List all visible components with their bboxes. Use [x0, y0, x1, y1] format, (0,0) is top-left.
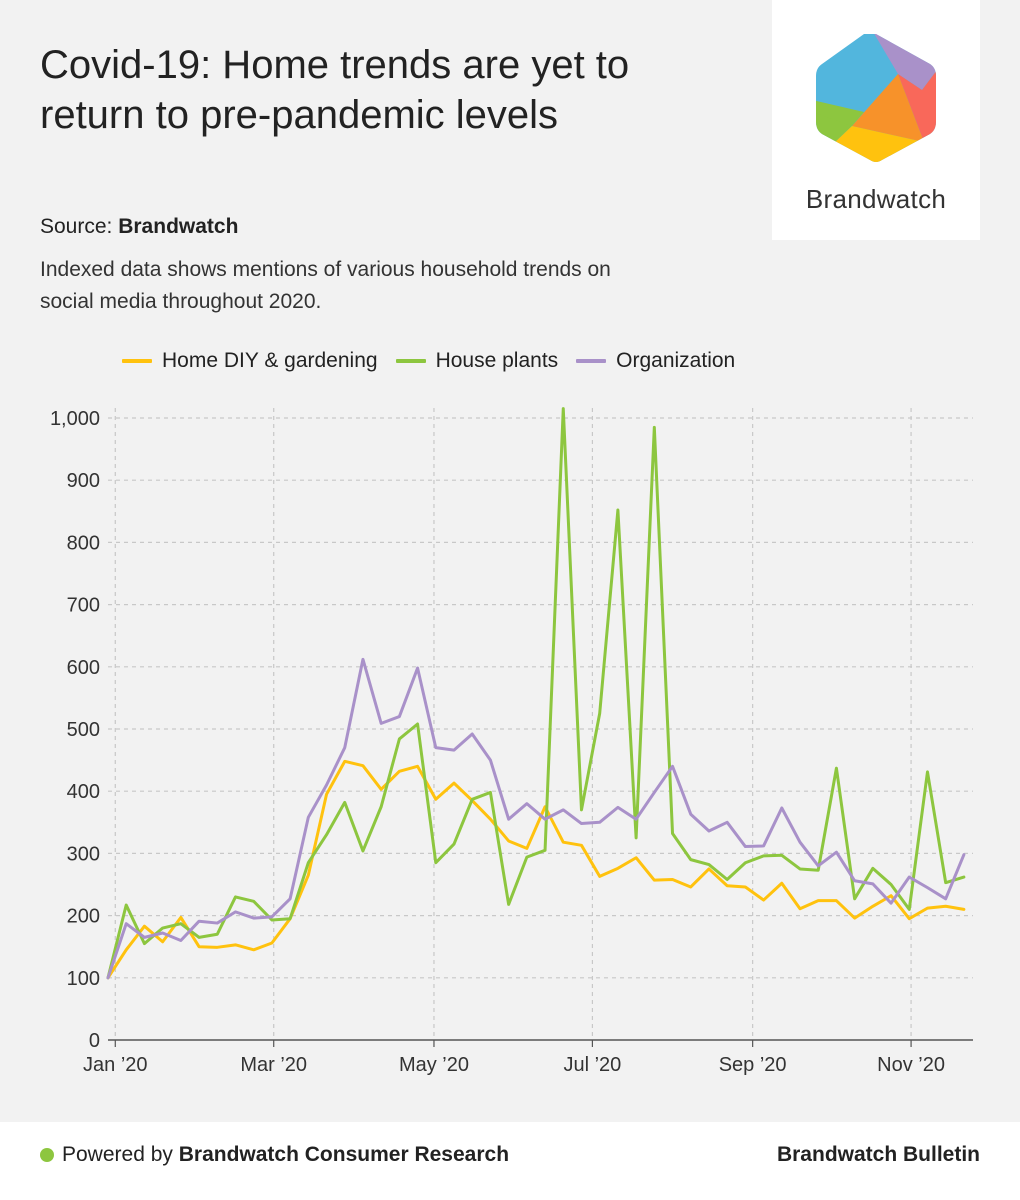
page-title: Covid-19: Home trends are yet to return …	[40, 43, 630, 137]
x-tick-label: Nov ’20	[877, 1054, 945, 1076]
x-tick-label: Mar ’20	[240, 1054, 307, 1076]
series-line-house-plants	[106, 407, 966, 980]
footer-powered-by: Powered by Brandwatch Consumer Research	[40, 1143, 509, 1167]
y-tick-label: 900	[67, 470, 100, 492]
legend-swatch	[122, 359, 152, 363]
y-tick-label: 1,000	[50, 408, 100, 430]
y-tick-label: 200	[67, 906, 100, 928]
dot-icon	[40, 1148, 54, 1162]
hexagon-logo-icon	[816, 34, 936, 162]
legend-swatch	[576, 359, 607, 363]
x-tick-label: Sep ’20	[719, 1054, 787, 1076]
legend-item-organization: Organization	[576, 349, 735, 373]
x-tick-label: Jul ’20	[563, 1054, 621, 1076]
legend-item-house-plants: House plants	[395, 349, 559, 373]
legend-label: House plants	[435, 349, 559, 372]
y-tick-label: 400	[67, 781, 100, 803]
series-line-organization	[106, 657, 966, 980]
y-tick-label: 300	[67, 843, 100, 865]
legend-swatch	[395, 359, 426, 363]
legend-label: Organization	[616, 349, 736, 372]
chart-legend: Home DIY & gardening House plants Organi…	[122, 346, 735, 376]
y-tick-label: 0	[89, 1030, 100, 1052]
y-tick-label: 100	[67, 968, 100, 990]
source-label: Source:	[40, 215, 113, 238]
x-tick-label: Jan ’20	[83, 1054, 148, 1076]
legend-label: Home DIY & gardening	[162, 349, 378, 372]
legend-item-home-diy: Home DIY & gardening	[122, 349, 378, 373]
line-chart: 0 100 200 300 400 500 600 700 800 900 1,000 Jan ’20…	[50, 407, 973, 1076]
series-line-home-diy-gardening	[106, 759, 966, 980]
y-tick-label: 700	[67, 595, 100, 617]
footer-powered-prefix: Powered by	[62, 1143, 173, 1166]
footer: Powered by Brandwatch Consumer Research …	[0, 1122, 1020, 1200]
brandwatch-logo: Brandwatch	[772, 0, 980, 240]
footer-powered-name: Brandwatch Consumer Research	[178, 1143, 510, 1166]
chart-subtitle: Indexed data shows mentions of various h…	[40, 258, 611, 313]
logo-wordmark: Brandwatch	[805, 184, 947, 214]
source-name: Brandwatch	[118, 215, 239, 238]
x-tick-label: May ’20	[399, 1054, 469, 1076]
y-tick-label: 800	[67, 532, 100, 554]
footer-brand: Brandwatch Bulletin	[776, 1143, 980, 1166]
y-tick-label: 600	[67, 657, 100, 679]
y-tick-label: 500	[67, 719, 100, 741]
source-line: Source: Brandwatch	[40, 215, 238, 239]
